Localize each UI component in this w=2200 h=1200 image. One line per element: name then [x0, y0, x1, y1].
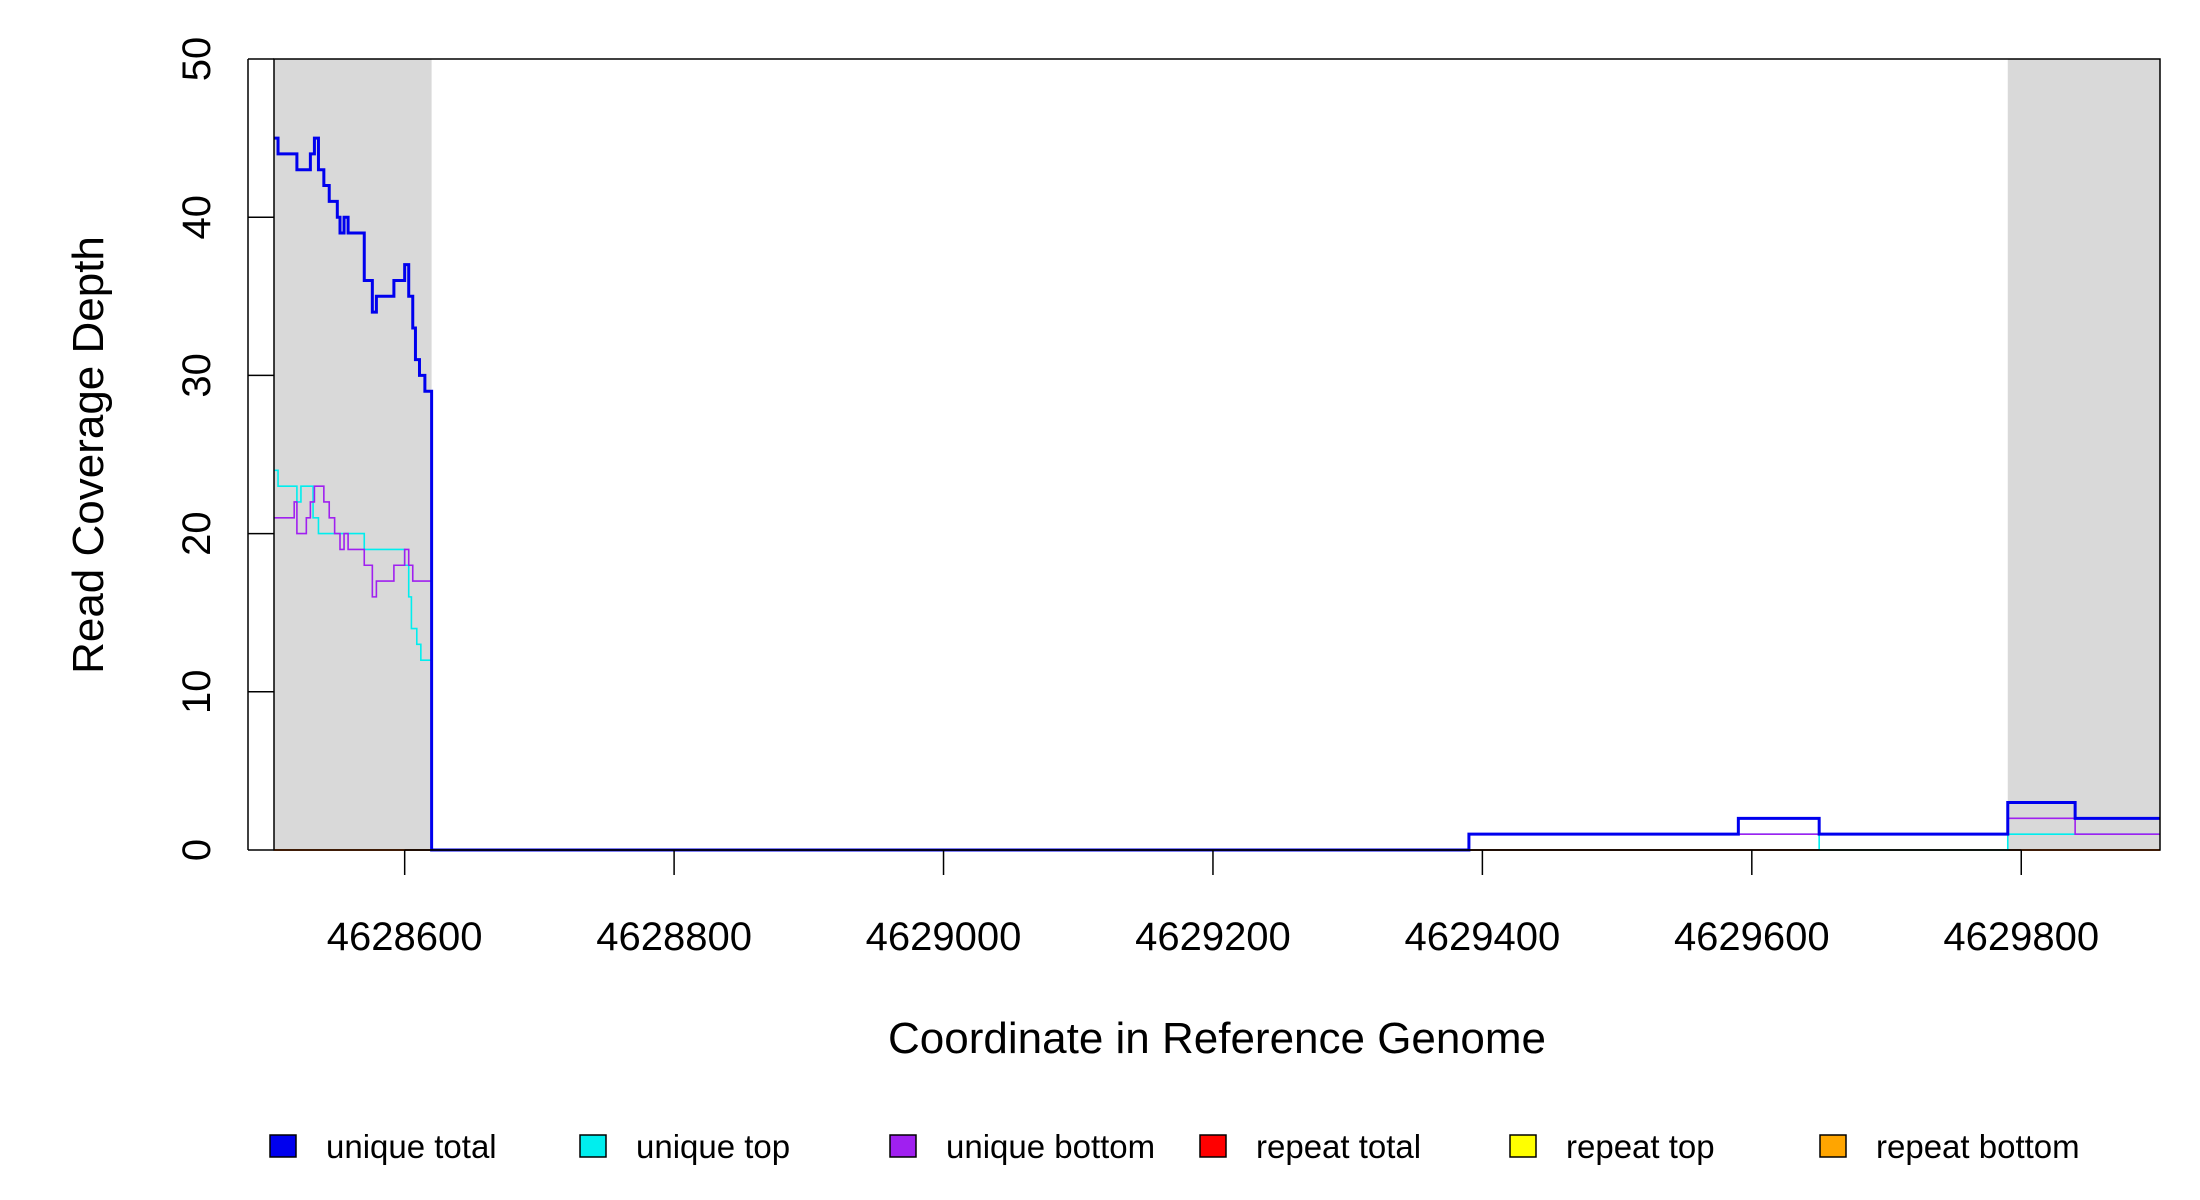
- x-tick-label: 4629600: [1674, 915, 1830, 959]
- legend-item-unique-total: unique total: [269, 1128, 497, 1165]
- legend-item-repeat-total: repeat total: [1199, 1128, 1421, 1165]
- y-tick-label: 10: [175, 670, 219, 715]
- legend-item-repeat-top: repeat top: [1509, 1128, 1715, 1165]
- legend-swatch: [1199, 1134, 1227, 1158]
- legend: unique total unique top unique bottom repea…: [269, 1128, 2080, 1165]
- x-tick-label: 4629200: [1135, 915, 1291, 959]
- y-tick-label: 30: [175, 353, 219, 398]
- series-line-unique-top: [274, 469, 2160, 851]
- x-axis: 4628600 4628800 4629000 4629200 4629400 46296…: [327, 849, 2099, 959]
- y-tick-label: 0: [175, 839, 219, 861]
- x-tick-label: 4628800: [596, 915, 752, 959]
- plot-frame: [273, 58, 2161, 851]
- legend-label: repeat total: [1256, 1128, 1421, 1165]
- series-line-unique-bottom: [274, 485, 2160, 851]
- legend-item-repeat-bottom: repeat bottom: [1819, 1128, 2080, 1165]
- y-tick-label: 50: [175, 37, 219, 82]
- legend-label: unique bottom: [946, 1128, 1155, 1165]
- x-tick-label: 4629800: [1943, 915, 2099, 959]
- y-axis-title: Read Coverage Depth: [64, 236, 113, 674]
- legend-label: repeat bottom: [1876, 1128, 2080, 1165]
- legend-swatch: [579, 1134, 607, 1158]
- legend-label: repeat top: [1566, 1128, 1715, 1165]
- legend-swatch: [1509, 1134, 1537, 1158]
- legend-item-unique-bottom: unique bottom: [889, 1128, 1155, 1165]
- shaded-region-2: [2007, 59, 2160, 850]
- x-tick-label: 4629000: [866, 915, 1022, 959]
- legend-label: unique top: [636, 1128, 790, 1165]
- series-lines: [274, 136, 2160, 852]
- legend-item-unique-top: unique top: [579, 1128, 790, 1165]
- legend-swatch: [889, 1134, 917, 1158]
- shaded-region-1: [274, 59, 432, 850]
- legend-swatch: [269, 1134, 297, 1158]
- x-axis-title: Coordinate in Reference Genome: [888, 1014, 1546, 1063]
- legend-swatch: [1819, 1134, 1847, 1158]
- shaded-regions: [274, 59, 2160, 850]
- y-axis: 0 10 20 30 40 50: [175, 37, 274, 861]
- series-line-unique-total: [274, 136, 2160, 852]
- x-tick-label: 4629400: [1405, 915, 1561, 959]
- y-tick-label: 20: [175, 511, 219, 556]
- legend-label: unique total: [326, 1128, 497, 1165]
- x-tick-label: 4628600: [327, 915, 483, 959]
- y-tick-label: 40: [175, 195, 219, 240]
